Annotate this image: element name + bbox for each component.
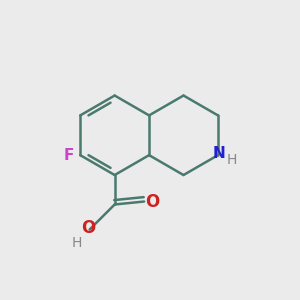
Text: O: O xyxy=(145,193,160,211)
Text: F: F xyxy=(63,148,74,163)
Text: O: O xyxy=(81,219,95,237)
Text: H: H xyxy=(227,153,237,166)
Text: H: H xyxy=(71,236,82,250)
Text: N: N xyxy=(213,146,226,161)
